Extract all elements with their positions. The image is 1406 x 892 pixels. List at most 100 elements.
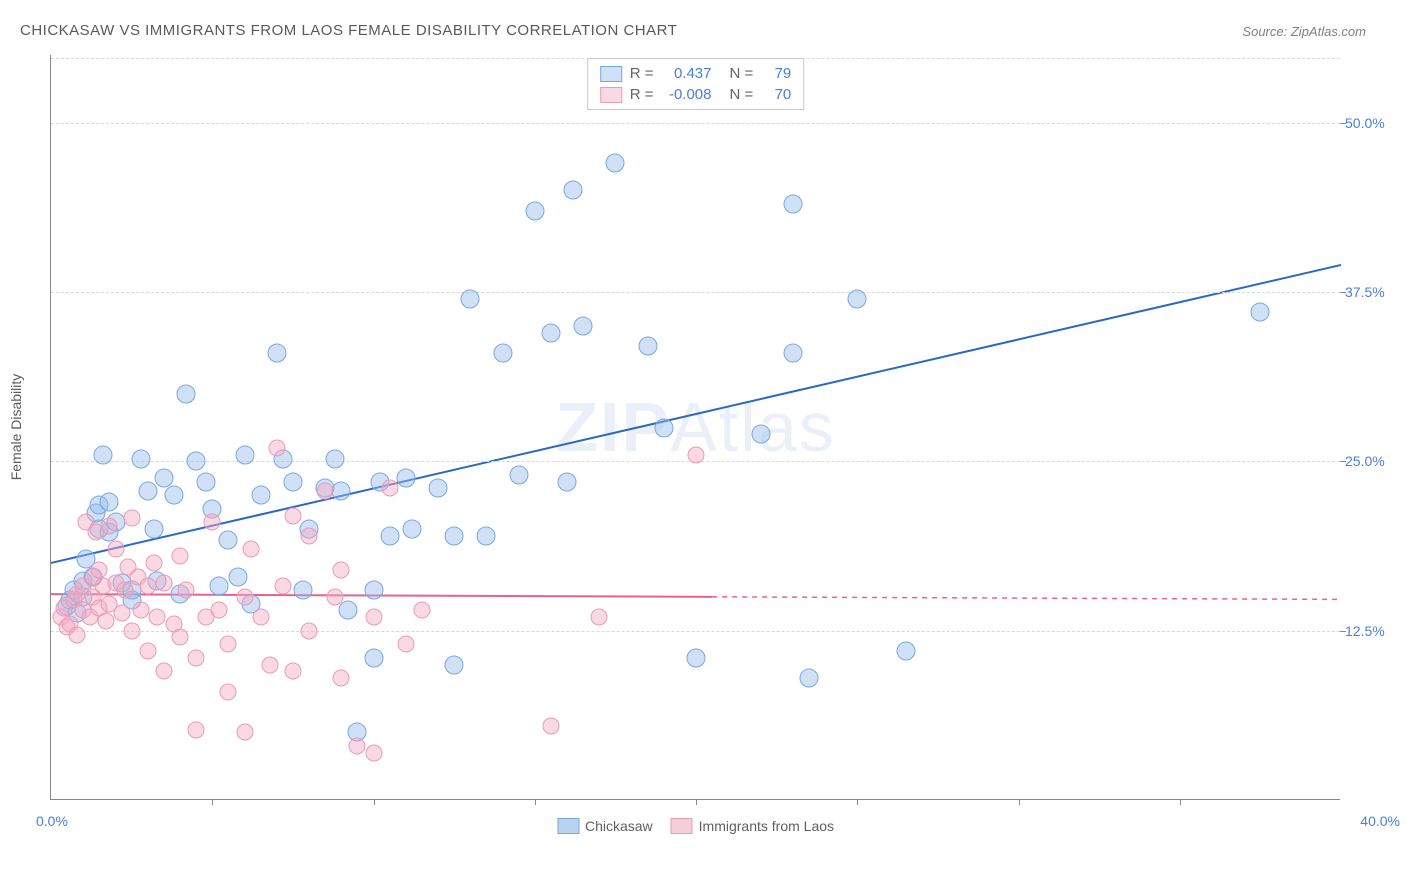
x-tick-mark	[857, 799, 858, 805]
x-tick-mark	[535, 799, 536, 805]
x-tick-mark	[1019, 799, 1020, 805]
scatter-point	[178, 582, 195, 599]
legend-n-label: N =	[730, 65, 754, 82]
scatter-point	[139, 577, 156, 594]
scatter-point	[284, 507, 301, 524]
x-tick-mark	[1180, 799, 1181, 805]
scatter-point	[396, 468, 415, 487]
scatter-point	[338, 601, 357, 620]
scatter-point	[93, 445, 112, 464]
legend-stats-box: R =0.437N =79R =-0.008N =70	[587, 58, 805, 110]
scatter-point	[177, 384, 196, 403]
y-tick-mark	[1340, 631, 1346, 632]
legend-r-value: -0.008	[662, 86, 712, 103]
scatter-point	[101, 518, 118, 535]
scatter-point	[284, 663, 301, 680]
scatter-point	[848, 289, 867, 308]
scatter-point	[380, 526, 399, 545]
scatter-point	[688, 446, 705, 463]
scatter-point	[325, 449, 344, 468]
scatter-point	[445, 655, 464, 674]
legend-n-value: 79	[761, 65, 791, 82]
scatter-point	[283, 472, 302, 491]
scatter-point	[155, 663, 172, 680]
scatter-point	[397, 636, 414, 653]
watermark-zip: ZIP	[555, 388, 670, 466]
scatter-point	[461, 289, 480, 308]
scatter-point	[100, 493, 119, 512]
scatter-point	[220, 683, 237, 700]
scatter-point	[525, 201, 544, 220]
x-axis-min-label: 0.0%	[36, 813, 68, 829]
legend-swatch	[557, 818, 579, 834]
scatter-point	[229, 567, 248, 586]
scatter-point	[188, 649, 205, 666]
x-tick-mark	[374, 799, 375, 805]
scatter-point	[509, 465, 528, 484]
scatter-point	[251, 486, 270, 505]
gridline	[51, 123, 1340, 124]
scatter-point	[172, 629, 189, 646]
trend-line	[51, 265, 1341, 563]
legend-r-label: R =	[630, 65, 654, 82]
scatter-point	[365, 744, 382, 761]
legend-swatch	[671, 818, 693, 834]
legend-n-value: 70	[761, 86, 791, 103]
scatter-point	[445, 526, 464, 545]
legend-label: Chickasaw	[585, 818, 653, 834]
legend-item: Immigrants from Laos	[671, 818, 834, 834]
scatter-point	[896, 642, 915, 661]
legend-stats-row: R =0.437N =79	[600, 63, 792, 84]
scatter-point	[364, 581, 383, 600]
scatter-point	[429, 479, 448, 498]
scatter-point	[268, 439, 285, 456]
scatter-point	[783, 344, 802, 363]
scatter-point	[172, 548, 189, 565]
scatter-point	[164, 486, 183, 505]
scatter-point	[558, 472, 577, 491]
scatter-point	[413, 602, 430, 619]
scatter-point	[262, 656, 279, 673]
scatter-point	[403, 520, 422, 539]
scatter-point	[293, 581, 312, 600]
scatter-point	[210, 602, 227, 619]
scatter-point	[107, 541, 124, 558]
scatter-point	[333, 670, 350, 687]
scatter-point	[132, 449, 151, 468]
x-axis-max-label: 40.0%	[1360, 813, 1400, 829]
scatter-point	[91, 561, 108, 578]
scatter-point	[236, 588, 253, 605]
y-tick-mark	[1340, 461, 1346, 462]
scatter-point	[275, 577, 292, 594]
scatter-point	[187, 452, 206, 471]
source-label: Source:	[1242, 24, 1287, 39]
scatter-point	[138, 482, 157, 501]
legend-swatch	[600, 87, 622, 103]
scatter-point	[235, 445, 254, 464]
scatter-point	[267, 344, 286, 363]
legend-stats-row: R =-0.008N =70	[600, 84, 792, 105]
gridline	[51, 292, 1340, 293]
legend-n-label: N =	[730, 86, 754, 103]
scatter-point	[493, 344, 512, 363]
scatter-point	[220, 636, 237, 653]
scatter-point	[799, 669, 818, 688]
scatter-point	[332, 482, 351, 501]
chart-svg	[51, 55, 1340, 799]
x-tick-mark	[696, 799, 697, 805]
trend-line-extrapolated	[712, 597, 1341, 600]
scatter-point	[133, 602, 150, 619]
y-tick-mark	[1340, 123, 1346, 124]
scatter-point	[139, 643, 156, 660]
scatter-point	[541, 323, 560, 342]
scatter-point	[252, 609, 269, 626]
chart-title: CHICKASAW VS IMMIGRANTS FROM LAOS FEMALE…	[20, 22, 677, 39]
y-tick-label: 25.0%	[1345, 453, 1400, 469]
scatter-point	[301, 622, 318, 639]
scatter-point	[381, 480, 398, 497]
scatter-point	[326, 588, 343, 605]
scatter-point	[333, 561, 350, 578]
scatter-point	[783, 195, 802, 214]
scatter-point	[236, 724, 253, 741]
scatter-point	[219, 530, 238, 549]
